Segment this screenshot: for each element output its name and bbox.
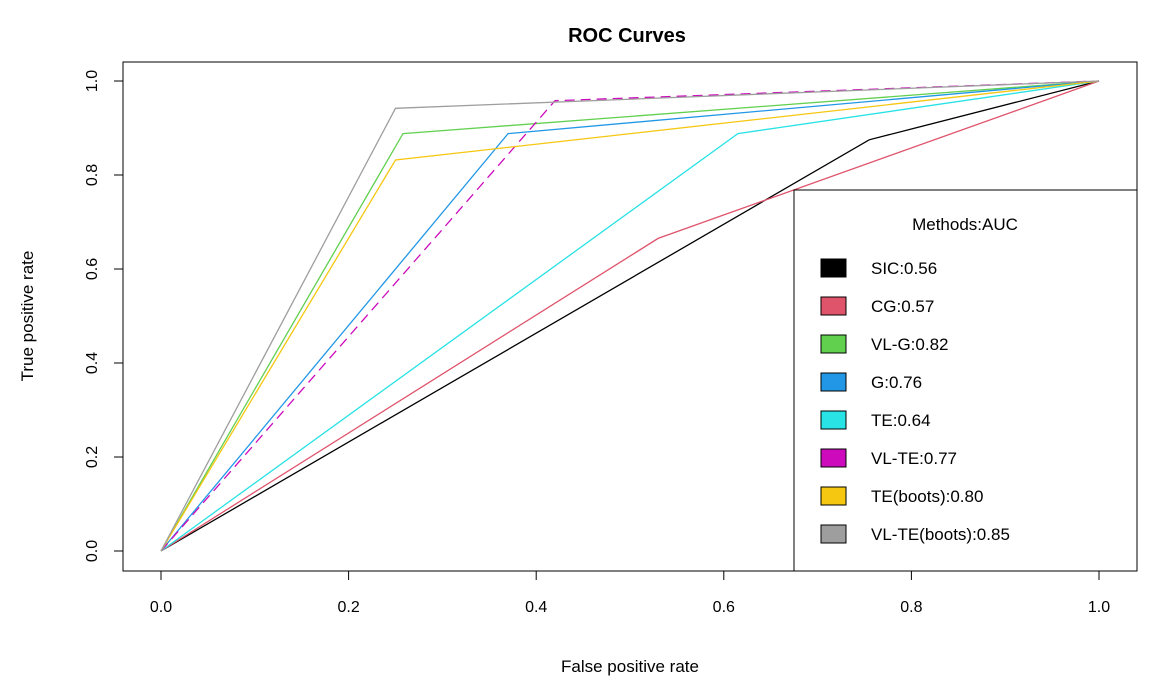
x-tick-label: 0.6 [713,599,735,616]
series-line-sic [160,80,1100,552]
legend-swatch-vl-te [820,448,847,468]
legend-box [793,189,1138,572]
legend-label-te: TE:0.64 [871,411,931,430]
series-group [160,80,1100,552]
series-line-vl-te-boots [160,80,1100,552]
x-tick-label: 0.4 [525,599,547,616]
x-axis-title: False positive rate [561,657,699,676]
y-axis: 0.0 0.2 0.4 0.6 0.8 1.0 [84,70,124,562]
x-tick-label: 0.0 [150,599,172,616]
series-line-cg [160,80,1100,552]
legend-label-g: G:0.76 [871,373,922,392]
legend-label-cg: CG:0.57 [871,297,934,316]
legend-label-vl-te-boots: VL-TE(boots):0.85 [871,525,1010,544]
series-line-g [160,80,1100,552]
chart-title: ROC Curves [568,25,686,47]
x-tick-label: 0.8 [900,599,922,616]
x-tick-label: 0.2 [337,599,359,616]
x-axis: 0.0 0.2 0.4 0.6 0.8 1.0 [150,570,1110,616]
legend-swatch-vl-g [820,334,847,354]
legend-label-vl-g: VL-G:0.82 [871,335,949,354]
y-tick-label: 1.0 [84,70,101,92]
legend-label-vl-te: VL-TE:0.77 [871,449,957,468]
legend-swatch-te [820,410,847,430]
series-line-vl-g [160,80,1100,552]
y-tick-label: 0.0 [84,540,101,562]
legend-label-te-boots: TE(boots):0.80 [871,487,983,506]
legend-title: Methods:AUC [912,215,1018,234]
y-tick-label: 0.4 [84,352,101,374]
y-tick-label: 0.6 [84,258,101,280]
legend-swatch-vl-te-boots [820,524,847,544]
legend-swatch-cg [820,296,847,316]
y-tick-label: 0.8 [84,164,101,186]
legend: Methods:AUC SIC:0.56 CG:0.57 VL-G:0.82 G:0.… [793,189,1138,572]
y-axis-title: True positive rate [18,251,37,382]
series-line-te-boots [160,80,1100,552]
y-tick-label: 0.2 [84,446,101,468]
legend-swatch-sic [820,258,847,278]
legend-swatch-g [820,372,847,392]
series-line-te [160,80,1100,552]
x-tick-label: 1.0 [1088,599,1110,616]
legend-swatch-te-boots [820,486,847,506]
legend-label-sic: SIC:0.56 [871,259,937,278]
